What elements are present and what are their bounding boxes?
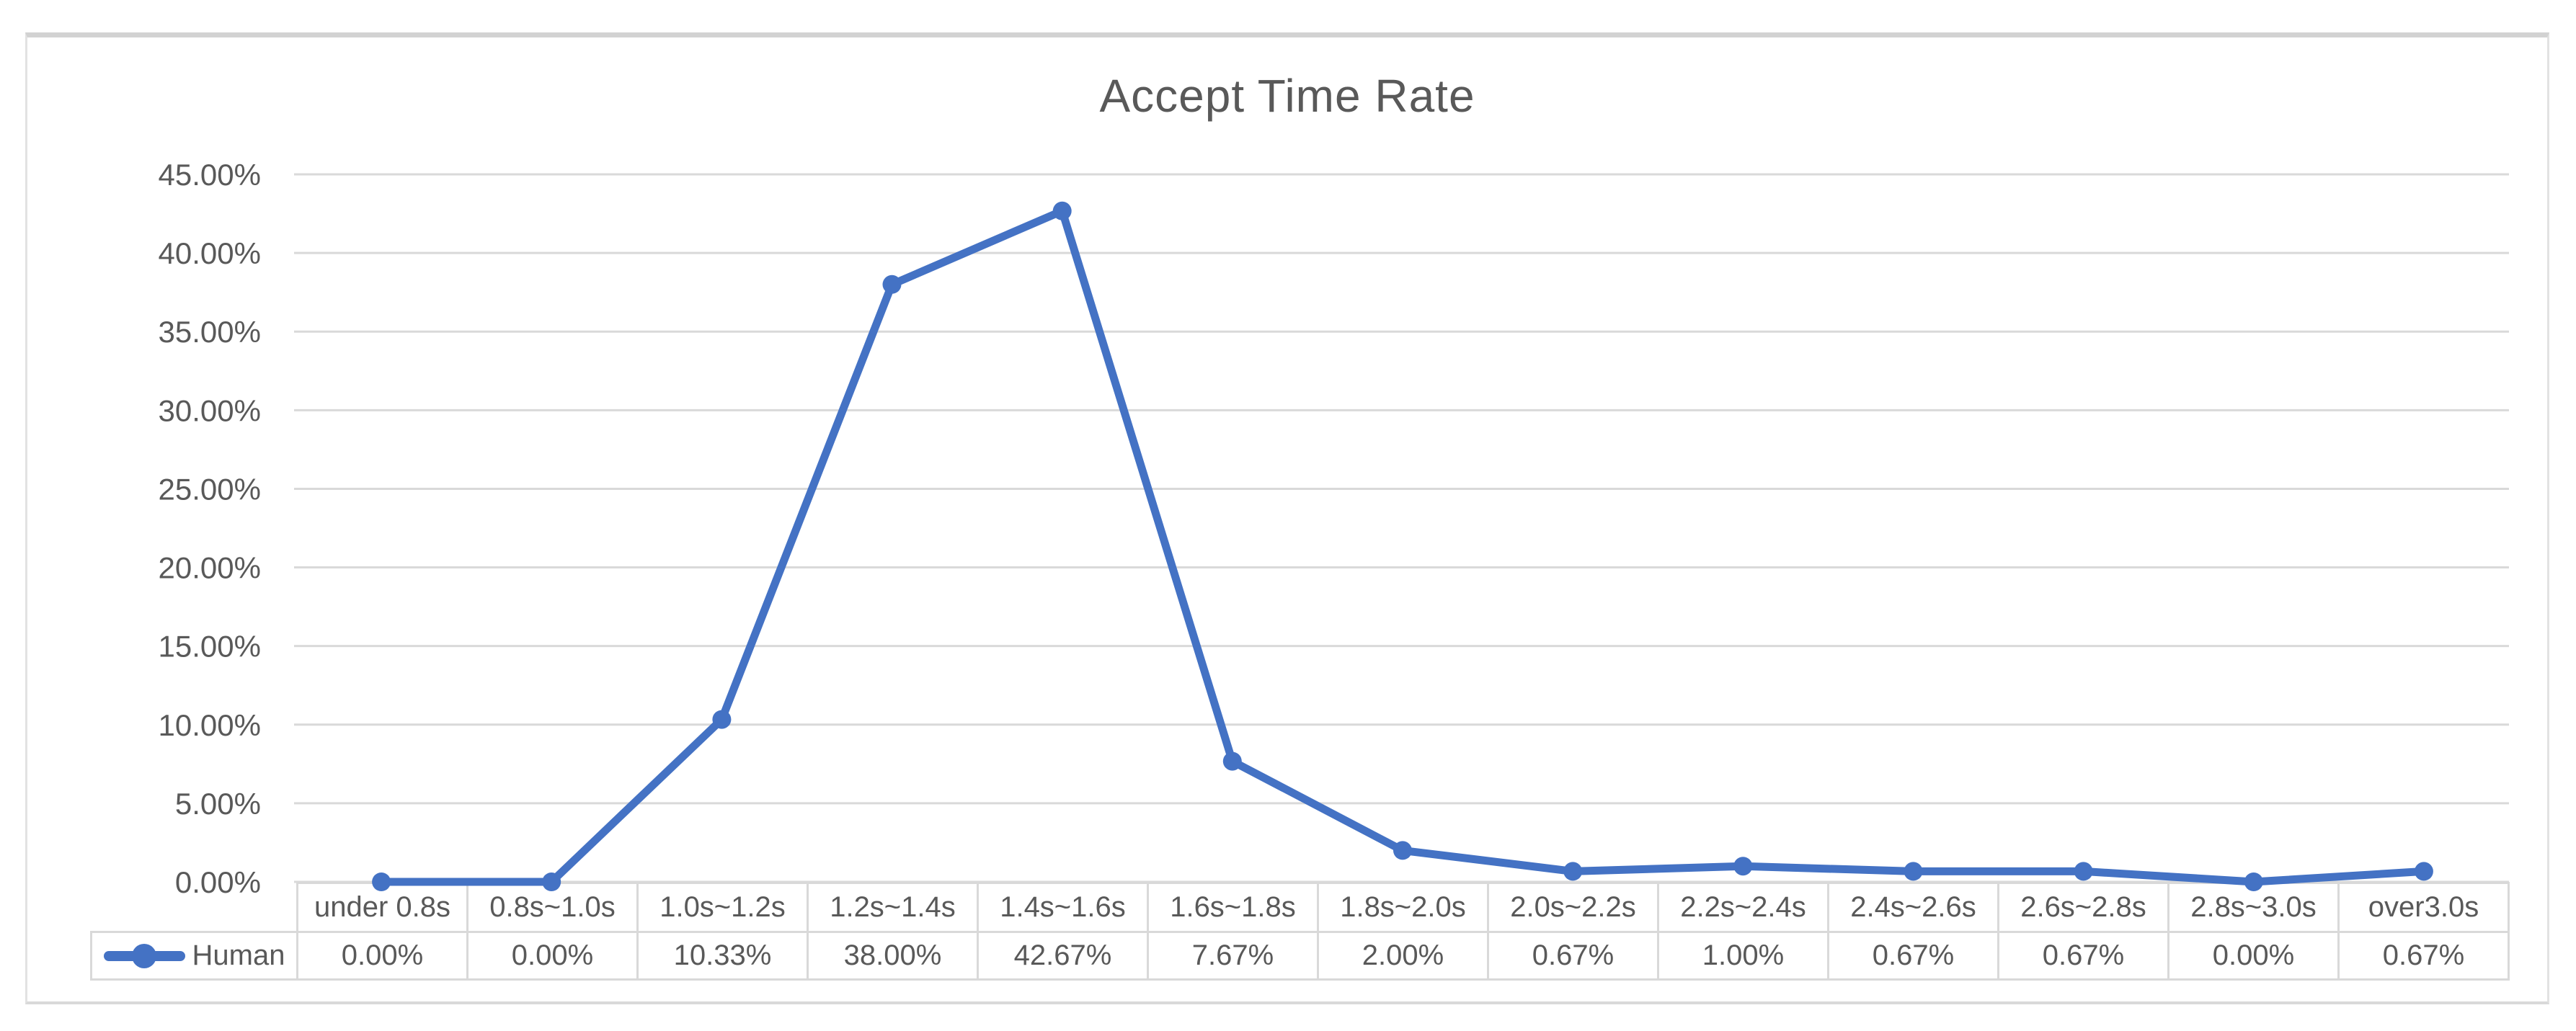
category-cell: 2.4s~2.6s (1827, 882, 1999, 933)
category-cell: over3.0s (2337, 882, 2510, 933)
value-cell: 0.67% (1487, 931, 1659, 981)
value-cell: 7.67% (1147, 931, 1319, 981)
value-cell: 1.00% (1657, 931, 1829, 981)
value-cell: 0.67% (1997, 931, 2169, 981)
value-cell: 10.33% (636, 931, 809, 981)
value-cell: 2.00% (1317, 931, 1489, 981)
category-cell: 1.8s~2.0s (1317, 882, 1489, 933)
data-table: under 0.8s 0.8s~1.0s 1.0s~1.2s 1.2s~1.4s 1.4… (90, 882, 2510, 981)
category-cell: 1.4s~1.6s (977, 882, 1149, 933)
category-cell: 2.6s~2.8s (1997, 882, 2169, 933)
category-cell: 2.2s~2.4s (1657, 882, 1829, 933)
value-cell: 0.00% (2167, 931, 2340, 981)
category-cell: 2.0s~2.2s (1487, 882, 1659, 933)
value-cell: 0.00% (296, 931, 468, 981)
category-cell: 0.8s~1.0s (466, 882, 639, 933)
value-cell: 0.67% (2337, 931, 2510, 981)
value-cell: 38.00% (807, 931, 979, 981)
category-cell: 1.6s~1.8s (1147, 882, 1319, 933)
series-marker-icon (103, 943, 185, 968)
value-cell: 0.67% (1827, 931, 1999, 981)
corner-cell (92, 883, 298, 932)
category-cell: 1.0s~1.2s (636, 882, 809, 933)
chart-frame (25, 32, 2549, 1004)
legend-cell: Human (90, 931, 298, 981)
category-cell: 1.2s~1.4s (807, 882, 979, 933)
category-cell: under 0.8s (296, 882, 468, 933)
chart-title: Accept Time Rate (1099, 70, 1475, 122)
category-cell: 2.8s~3.0s (2167, 882, 2340, 933)
value-cell: 42.67% (977, 931, 1149, 981)
value-cell: 0.00% (466, 931, 639, 981)
legend-label: Human (192, 939, 285, 971)
